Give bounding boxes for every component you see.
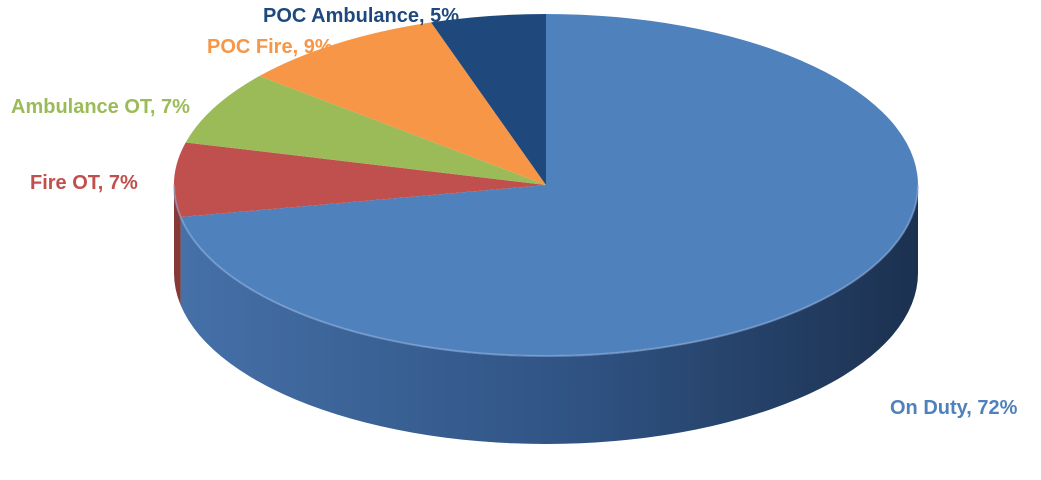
slice-label-poc-fire: POC Fire, 9% (207, 36, 333, 58)
slice-label-ambulance-ot: Ambulance OT, 7% (11, 96, 190, 118)
slice-side-on-duty (180, 185, 919, 445)
pie-label-layer: On Duty, 72% Fire OT, 7% Ambulance OT, 7… (11, 5, 1018, 419)
slice-poc-fire (259, 22, 546, 185)
slice-label-poc-ambulance: POC Ambulance, 5% (263, 5, 459, 27)
slice-poc-ambulance (431, 14, 546, 185)
slice-ambulance-ot (185, 76, 546, 185)
slice-fire-ot (173, 142, 546, 218)
slice-on-duty (180, 14, 919, 356)
slice-label-fire-ot: Fire OT, 7% (30, 172, 138, 194)
pie-top-layer (173, 14, 919, 357)
pie-rim-highlight (173, 184, 919, 357)
slice-label-on-duty: On Duty, 72% (890, 397, 1018, 419)
